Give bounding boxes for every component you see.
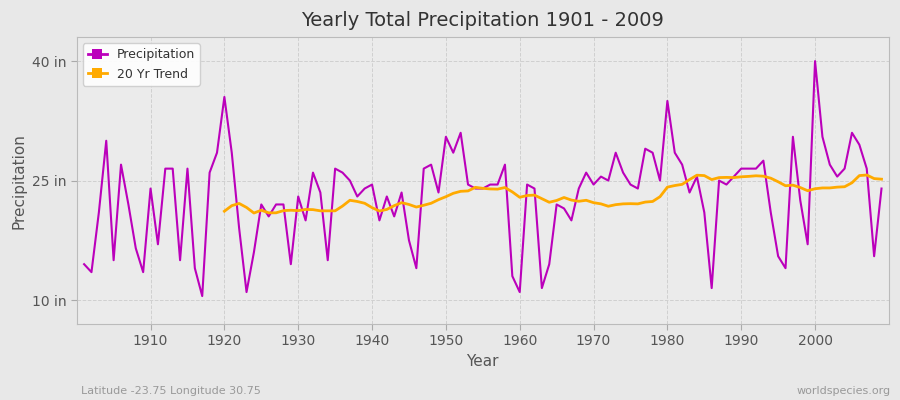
Legend: Precipitation, 20 Yr Trend: Precipitation, 20 Yr Trend (83, 44, 200, 86)
Text: Latitude -23.75 Longitude 30.75: Latitude -23.75 Longitude 30.75 (81, 386, 261, 396)
Title: Yearly Total Precipitation 1901 - 2009: Yearly Total Precipitation 1901 - 2009 (302, 11, 664, 30)
Y-axis label: Precipitation: Precipitation (11, 133, 26, 228)
X-axis label: Year: Year (466, 354, 499, 369)
Text: worldspecies.org: worldspecies.org (796, 386, 891, 396)
